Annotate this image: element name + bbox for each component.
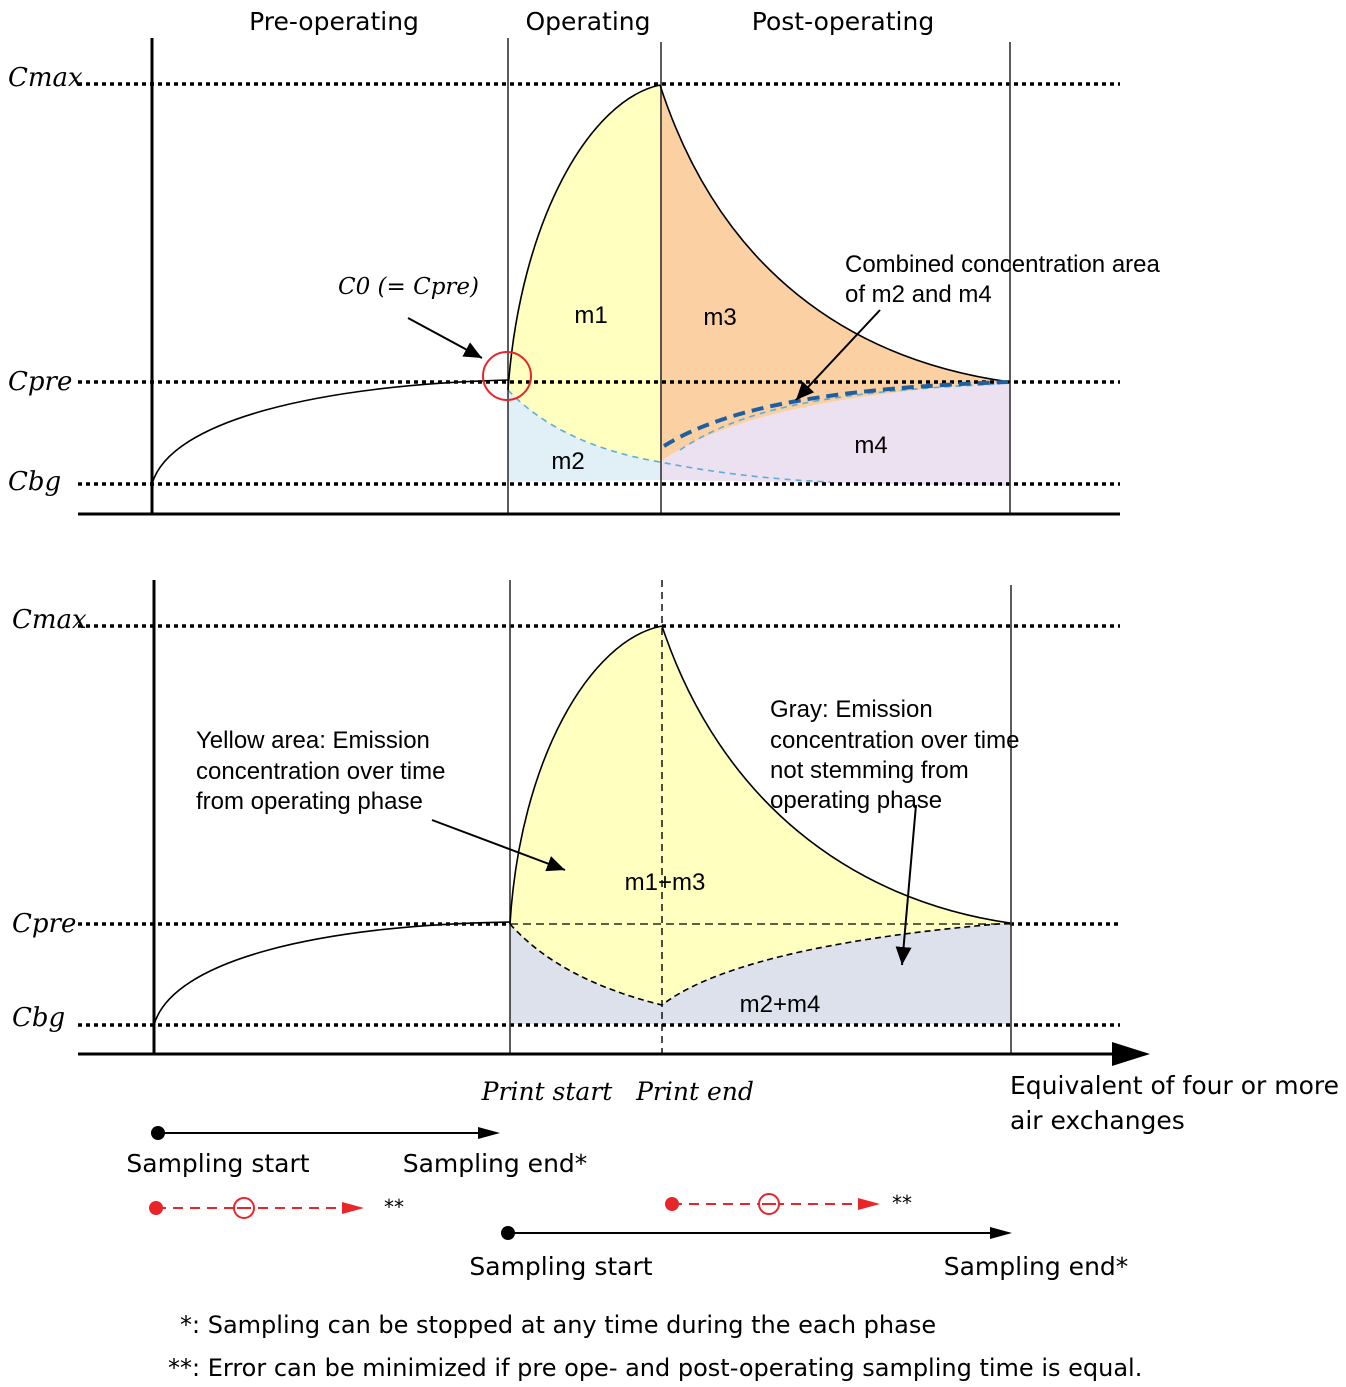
post-operating-curve-top xyxy=(659,84,1011,383)
sampling-end-label-1: Sampling end* xyxy=(403,1149,588,1178)
sampling-end-label-2: Sampling end* xyxy=(944,1252,1129,1281)
error-arrowhead-1 xyxy=(342,1202,364,1214)
yellow-note-line1: Yellow area: Emission xyxy=(196,727,430,754)
error-arrowhead-2 xyxy=(858,1198,880,1210)
error-timeline-pre: ** xyxy=(149,1195,404,1219)
footnote-1: *: Sampling can be stopped at any time d… xyxy=(180,1311,936,1339)
gray-arrow xyxy=(895,804,917,966)
print-start-label: Print start xyxy=(481,1077,614,1106)
region-m1-m3 xyxy=(510,626,1010,1005)
gray-note-line4: operating phase xyxy=(770,787,942,814)
error-timeline-post: ** xyxy=(665,1191,912,1215)
region-m2 xyxy=(508,390,660,482)
cpre-label-bottom: Cpre xyxy=(12,909,76,939)
cbg-label-top: Cbg xyxy=(8,467,61,497)
pre-operating-curve-top xyxy=(151,379,509,485)
sampling-start-label-1: Sampling start xyxy=(126,1149,309,1178)
yellow-note-line2: concentration over time xyxy=(196,758,445,785)
label-m4: m4 xyxy=(854,432,887,459)
post-m4-dashed xyxy=(679,383,1001,451)
sampling-post-timeline: Sampling start Sampling end* xyxy=(469,1226,1128,1281)
c0-marker-circle xyxy=(482,351,532,401)
error-stars-2: ** xyxy=(892,1191,912,1215)
sampling-arrowhead-1 xyxy=(478,1127,500,1139)
combined-note-line2: of m2 and m4 xyxy=(845,281,992,308)
label-m1-m3: m1+m3 xyxy=(625,869,706,896)
pre-operating-curve-bottom xyxy=(153,921,511,1026)
x-axis-end-line2: air exchanges xyxy=(1010,1106,1185,1135)
yellow-arrow xyxy=(431,819,566,872)
region-m4 xyxy=(660,382,1010,486)
combined-m2-m4-curve xyxy=(662,380,1009,448)
x-axis-end-line1: Equivalent of four or more xyxy=(1010,1071,1339,1100)
operating-curve-bottom xyxy=(509,625,663,925)
combined-note-line1: Combined concentration area xyxy=(845,251,1161,278)
cmax-label-top: Cmax xyxy=(8,63,83,93)
label-m2: m2 xyxy=(551,448,584,475)
region-m3 xyxy=(660,85,1010,462)
phase-pre-operating: Pre-operating xyxy=(249,7,419,36)
combined-arrow xyxy=(795,309,881,401)
c0-note: C0 (= Cpre) xyxy=(338,274,479,300)
cmax-label-bottom: Cmax xyxy=(12,605,87,635)
operating-curve-top xyxy=(507,84,661,391)
bottom-panel: m1+m3 m2+m4 Yellow area: Emission concen… xyxy=(12,580,1150,1066)
region-m2-m4 xyxy=(510,923,1010,1024)
top-panel: m1 m3 m2 m4 C0 (= Cpre) Combined concent… xyxy=(8,38,1161,516)
phase-post-operating: Post-operating xyxy=(752,7,934,36)
cpre-label-top: Cpre xyxy=(8,367,72,397)
sampling-arrowhead-2 xyxy=(990,1227,1012,1239)
region-m1 xyxy=(508,85,660,462)
post-operating-curve-bottom xyxy=(661,625,1011,924)
gray-note-line2: concentration over time xyxy=(770,727,1019,754)
print-end-label: Print end xyxy=(635,1077,754,1106)
cbg-label-bottom: Cbg xyxy=(12,1003,65,1033)
footnote-2: **: Error can be minimized if pre ope- a… xyxy=(168,1354,1142,1382)
error-stars-1: ** xyxy=(384,1195,404,1219)
yellow-note-line3: from operating phase xyxy=(196,788,423,815)
sampling-pre-timeline: Sampling start Sampling end* xyxy=(126,1126,587,1178)
label-m3: m3 xyxy=(703,304,736,331)
gray-note-line1: Gray: Emission xyxy=(770,696,933,723)
cbg-decay-dashed xyxy=(507,389,831,483)
c0-arrow xyxy=(407,317,483,359)
sampling-start-label-2: Sampling start xyxy=(469,1252,652,1281)
gray-note-line3: not stemming from xyxy=(770,757,969,784)
label-m1: m1 xyxy=(574,302,607,329)
label-m2-m4: m2+m4 xyxy=(740,991,821,1018)
x-axis-arrowhead xyxy=(1112,1042,1150,1066)
phase-operating: Operating xyxy=(526,7,651,36)
